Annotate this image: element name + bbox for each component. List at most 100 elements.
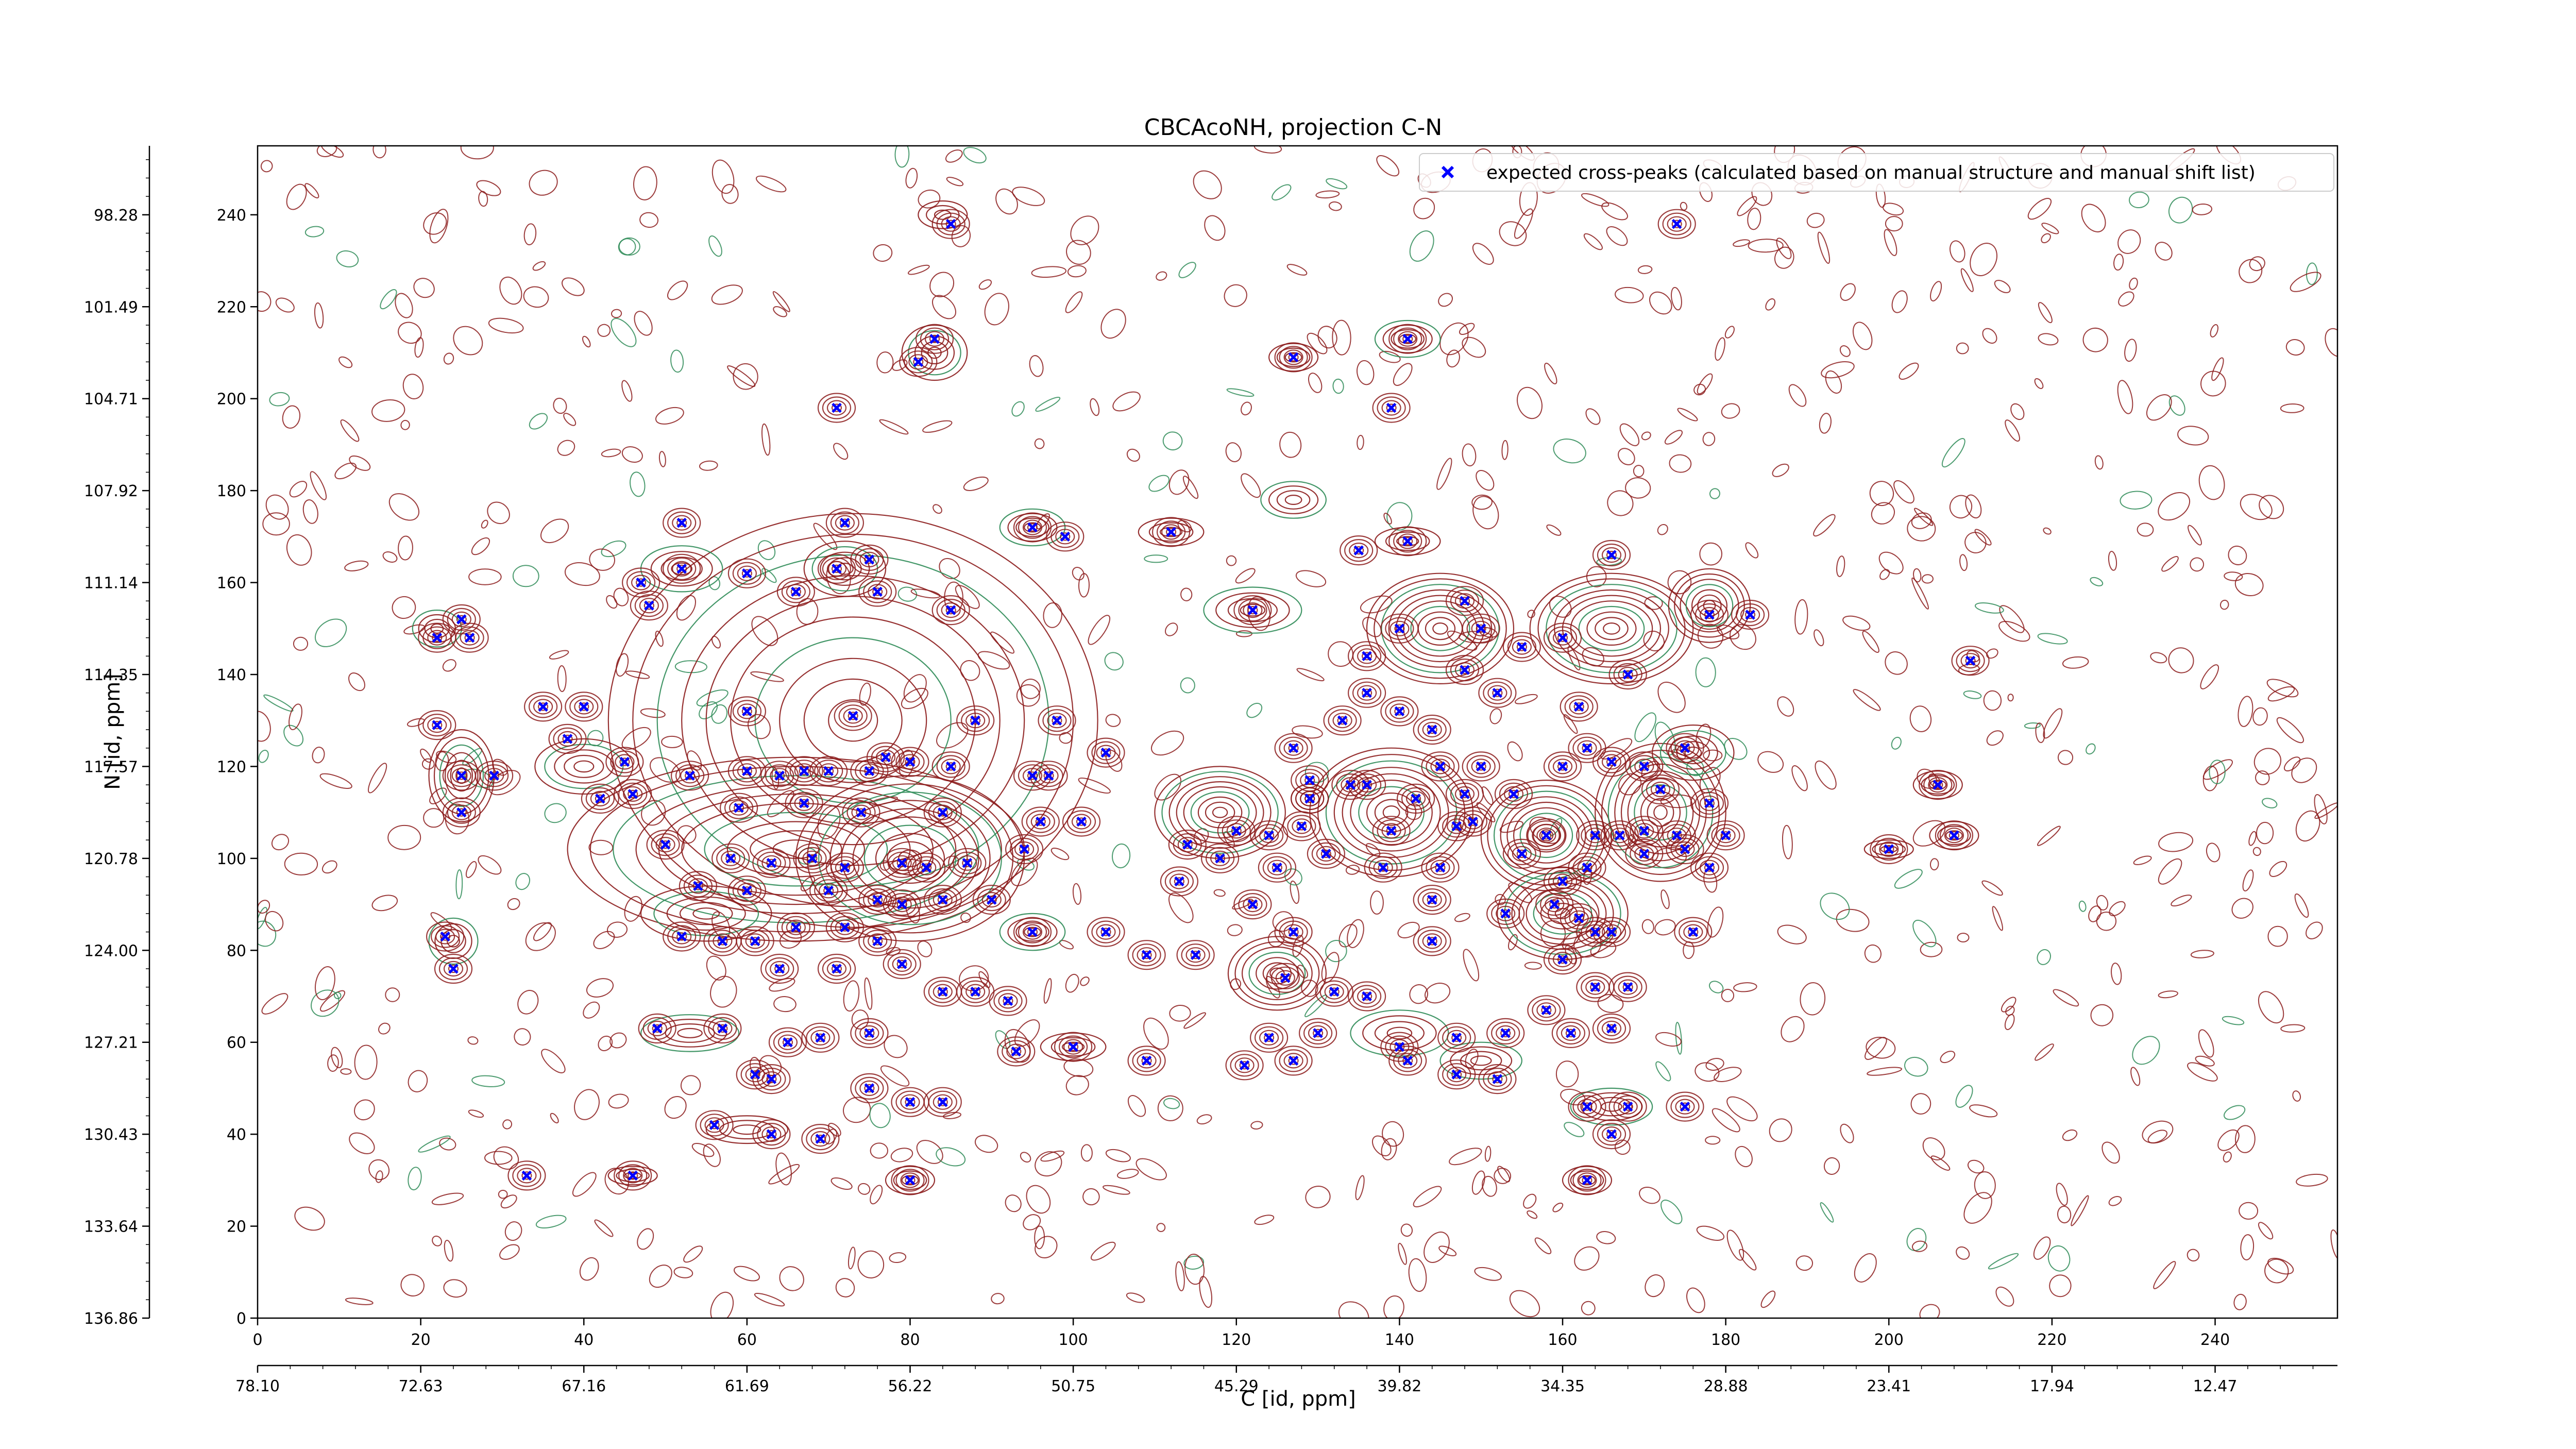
noise-contour [2150,652,2167,664]
peak-contour [676,932,687,941]
signal-contour [440,929,466,953]
peak-marker [1247,899,1258,909]
peak-contour [1381,823,1401,839]
peak-contour [1303,1021,1333,1045]
peak-contour [1331,769,1370,800]
peak-contour [933,1094,953,1110]
x-ppm-tick-label: 12.47 [2193,1377,2238,1395]
noise-contour [1413,197,1435,220]
noise-contour [2124,339,2137,362]
peak-marker [1451,1033,1462,1043]
noise-contour [321,860,337,874]
peak-contour [863,930,892,953]
noise-contour [1338,924,1358,948]
peak-contour [1238,892,1267,916]
peak-contour [1527,820,1566,851]
noise-contour [1817,231,1831,264]
peak-contour [1055,529,1075,545]
y-ppm-tick-label: 124.00 [84,942,138,960]
noise-contour [2057,750,2074,765]
peak-contour [1027,523,1038,532]
peak-marker [1517,642,1527,652]
peak-contour [1447,818,1467,834]
noise-contour [1497,1166,1511,1183]
peak-contour [737,565,757,581]
noise-contour [670,349,684,373]
noise-contour [1325,940,1347,963]
signal-contour [1526,818,1567,853]
peak-marker [791,586,801,597]
peak-contour [1280,973,1291,982]
peak-contour [1496,1025,1516,1041]
peak-marker [1231,825,1242,836]
peak-contour [817,393,856,423]
peak-marker [1296,821,1307,832]
chart-title: CBCAcoNH, projection C-N [1144,114,1443,141]
noise-contour [2190,950,2214,958]
noise-contour [1696,1225,1725,1241]
peak-contour [1233,889,1272,920]
peak-contour [450,622,489,653]
noise-contour [544,803,567,823]
noise-contour [879,419,909,435]
signal-contour [1578,1175,1596,1186]
signal-contour [1276,347,1311,367]
noise-contour [498,1189,508,1199]
noise-contour [1950,240,1965,263]
noise-contour [1878,551,1904,575]
noise-contour [1357,434,1364,450]
peak-contour [970,716,981,725]
noise-contour [2081,204,2106,232]
y-ppm-tick-label: 133.64 [84,1218,138,1236]
peak-contour [855,1076,884,1100]
peak-marker [1239,1060,1250,1071]
peak-marker [1100,926,1111,937]
noise-contour [1757,751,1784,773]
peak-contour [676,518,687,527]
peak-contour [548,723,587,754]
peak-marker [921,862,931,873]
noise-contour [2120,491,2153,510]
noise-contour [2223,1151,2232,1162]
peak-contour [1362,992,1372,1001]
signal-contour [803,678,903,763]
peak-marker [1500,1028,1511,1038]
noise-contour [618,238,636,256]
peak-contour [1009,837,1039,861]
peak-contour [905,1176,916,1185]
noise-contour [2037,949,2051,965]
peak-contour [1597,750,1626,773]
x-ppm-tick-label: 23.41 [1867,1377,1911,1395]
peak-contour [850,1073,889,1103]
signal-contour [1342,773,1441,852]
peak-contour [851,804,871,820]
peak-contour [887,851,917,874]
noise-contour [2027,198,2052,220]
peak-contour [970,987,981,996]
x-tick-label: 40 [574,1331,594,1349]
peak-contour [972,884,1011,915]
peak-contour [1352,645,1382,668]
noise-contour [1737,196,1757,216]
signal-contour [719,1120,775,1140]
noise-contour [869,1103,891,1128]
peak-marker [1402,1055,1413,1066]
noise-contour [1956,1246,1970,1260]
noise-contour [1957,933,1970,942]
peak-marker [1460,596,1470,606]
peak-contour [1944,828,1964,844]
noise-contour [2158,492,2191,521]
noise-contour [703,1143,721,1167]
peak-contour [868,584,888,600]
noise-contour [1959,554,1968,571]
signal-contour [1284,352,1302,363]
noise-contour [963,147,987,164]
y-tick-label: 100 [217,850,246,868]
noise-contour [1894,869,1923,889]
peak-contour [1552,759,1573,774]
noise-contour [761,423,771,456]
peak-contour [858,926,897,956]
peak-contour [1543,944,1582,975]
peak-contour [1076,817,1087,826]
peak-contour [1372,816,1411,846]
